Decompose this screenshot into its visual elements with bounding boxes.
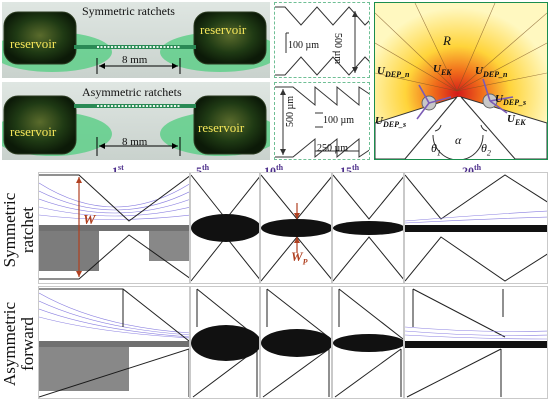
- reservoir-label-left: reservoir: [10, 36, 57, 51]
- field-gradient-drawing: [375, 3, 547, 159]
- asymmetric-geometry-drawing: [275, 85, 369, 159]
- sym-frame-5: [190, 172, 260, 284]
- asym-width-label: 100 µm: [323, 115, 355, 126]
- sym-frame-5-drawing: [191, 174, 259, 282]
- row-label-asymmetric: Asymmetric forward: [0, 301, 37, 387]
- symmetric-geometry-drawing: [275, 6, 369, 76]
- asymmetric-ratchet-photo: Asymmetric ratchets reservoir reservoir …: [2, 82, 270, 160]
- reservoir-label-right: reservoir: [200, 22, 247, 37]
- row-label-symmetric: Symmetric ratchet: [0, 192, 37, 268]
- sym-frame-1: W: [38, 172, 190, 284]
- asym-height-label: 500 µm: [285, 95, 296, 127]
- asym-frame-15: [332, 286, 404, 399]
- symmetric-device-drawing: [2, 2, 270, 78]
- u-dep-s-right-label: UDEP_s: [495, 93, 527, 108]
- w-label: W: [83, 213, 96, 228]
- radius-label: R: [443, 33, 451, 48]
- asym-frame-10-drawing: [261, 288, 331, 398]
- asym-frame-5: [190, 286, 260, 399]
- symmetric-ratchet-photo: Symmetric ratchets reservoir reservoir 8…: [2, 2, 270, 78]
- u-dep-s-left-label: UDEP_s: [375, 115, 407, 130]
- asymmetric-title: Asymmetric ratchets: [82, 85, 182, 99]
- u-dep-n-left-label: UDEP_n: [377, 65, 410, 80]
- sym-frame-20-drawing: [405, 174, 547, 282]
- asymmetric-geometry-schematic: 500 µm 100 µm 250 µm: [274, 82, 370, 160]
- asym-frame-1-drawing: [39, 288, 189, 398]
- wp-label: WP: [291, 249, 308, 267]
- force-diagram: R UEK UDEP_n UDEP_n UDEP_s UDEP_s UEK α …: [374, 2, 548, 160]
- alpha-label: α: [455, 133, 462, 147]
- sym-frame-15: [332, 172, 404, 284]
- sym-width-label: 100 µm: [288, 40, 320, 51]
- asym-pitch-label: 250 µm: [317, 143, 349, 154]
- length-label: 8 mm: [122, 54, 148, 66]
- length-label-2: 8 mm: [122, 136, 148, 148]
- frame-label-1: 1st: [112, 163, 124, 178]
- asym-frame-10: [260, 286, 332, 399]
- asym-frame-20: [404, 286, 548, 399]
- u-ek-top-label: UEK: [433, 63, 452, 78]
- symmetric-geometry-schematic: 100 µm 500 µm: [274, 2, 370, 78]
- symmetric-title: Symmetric ratchets: [82, 4, 175, 18]
- sym-frame-1-drawing: [39, 174, 189, 280]
- sym-frame-20: [404, 172, 548, 284]
- frame-label-5: 5th: [196, 163, 210, 178]
- u-ek-right-label: UEK: [507, 113, 526, 128]
- asym-frame-20-drawing: [405, 288, 547, 398]
- reservoir-label-right-2: reservoir: [198, 120, 245, 135]
- theta1-label: θ1: [431, 141, 441, 158]
- theta2-label: θ2: [481, 141, 491, 158]
- asymmetric-device-drawing: [2, 82, 270, 160]
- sym-frame-15-drawing: [333, 174, 403, 282]
- asym-frame-1: [38, 286, 190, 399]
- asym-frame-15-drawing: [333, 288, 403, 398]
- asym-frame-5-drawing: [191, 288, 259, 398]
- sym-frame-10: WP: [260, 172, 332, 284]
- sym-height-label: 500 µm: [332, 33, 343, 65]
- reservoir-label-left-2: reservoir: [10, 124, 57, 139]
- sym-frame-10-drawing: [261, 174, 331, 282]
- u-dep-n-right-label: UDEP_n: [475, 65, 508, 80]
